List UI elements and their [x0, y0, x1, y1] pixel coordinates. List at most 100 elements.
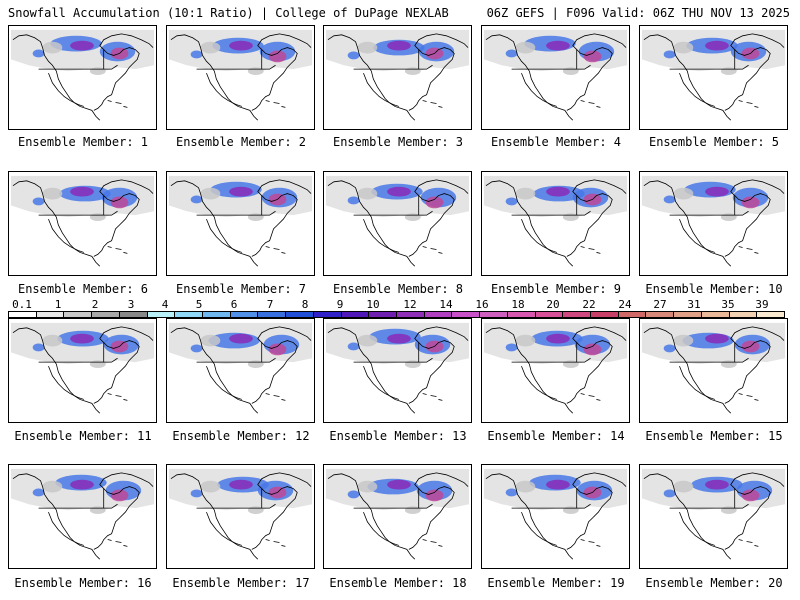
snowfall-area [705, 333, 729, 344]
legend-swatch [534, 311, 564, 318]
caribbean-islands [265, 539, 286, 547]
snowfall-area [357, 334, 378, 347]
snowfall-area [387, 333, 411, 344]
coastline [170, 179, 312, 267]
snowfall-area [583, 50, 602, 63]
mexico-coast [679, 365, 716, 400]
legend-swatch [673, 311, 702, 318]
legend-swatch [728, 311, 758, 318]
snowfall-area [720, 67, 737, 76]
coastline [327, 326, 469, 414]
snowfall-area [229, 186, 253, 197]
snowfall-area [347, 196, 360, 205]
map-panel-member-7 [166, 171, 315, 276]
map-panel-member-15 [639, 318, 788, 423]
caribbean-islands [107, 393, 128, 401]
legend-tick-label: 31 [687, 298, 701, 311]
coastline [643, 326, 785, 414]
snowfall-area [42, 41, 63, 54]
caribbean-islands [422, 246, 443, 254]
member-caption: Ensemble Member: 14 [487, 429, 625, 443]
snowfall-area [42, 480, 63, 493]
snowfall-area [673, 187, 694, 200]
snowfall-area [247, 506, 264, 515]
map-panel-member-9 [481, 171, 630, 276]
snowfall-map [483, 29, 628, 121]
legend-swatch [368, 311, 397, 318]
member-caption: Ensemble Member: 17 [172, 576, 310, 590]
coastline [485, 33, 627, 121]
snowfall-area [705, 186, 729, 197]
legend-swatch [562, 311, 591, 318]
snowfall-area [663, 344, 676, 353]
snowfall-area [720, 213, 737, 222]
legend-swatch [35, 311, 65, 318]
mexico-coast [363, 72, 400, 107]
snowfall-area [357, 187, 378, 200]
snowfall-area [546, 186, 570, 197]
caribbean-islands [738, 539, 759, 547]
caribbean-islands [738, 393, 759, 401]
us-canada-border [38, 342, 118, 363]
caribbean-islands [422, 539, 443, 547]
map-panel-member-5 [639, 25, 788, 130]
snowfall-area [247, 360, 264, 369]
snowfall-area [190, 195, 203, 204]
legend-swatch [396, 311, 425, 318]
legend-swatch [423, 311, 453, 318]
mexico-coast [363, 511, 400, 546]
legend-tick-label: 27 [653, 298, 667, 311]
mexico-coast [521, 511, 558, 546]
snowfall-area [505, 49, 518, 58]
us-canada-border [669, 488, 749, 509]
snowfall-area [70, 186, 94, 197]
snowfall-area [741, 196, 760, 209]
legend-swatch [340, 311, 370, 318]
snowfall-map [10, 322, 155, 414]
snowfall-area [562, 506, 579, 515]
snowfall-area [190, 344, 203, 353]
mexico-coast [679, 218, 716, 253]
caribbean-islands [580, 246, 601, 254]
snowfall-map [483, 175, 628, 267]
mexico-coast [48, 365, 85, 400]
snowfall-area [515, 334, 536, 347]
coastline [643, 472, 785, 560]
caribbean-islands [265, 246, 286, 254]
coastline [12, 33, 154, 121]
member-caption: Ensemble Member: 1 [17, 135, 149, 149]
map-panel-member-11 [8, 318, 157, 423]
snowfall-area [229, 479, 253, 490]
mexico-coast [521, 72, 558, 107]
legend-swatch [229, 311, 259, 318]
snowfall-area [562, 67, 579, 76]
mexico-coast [679, 72, 716, 107]
us-canada-border [353, 49, 433, 70]
snowfall-area [705, 40, 729, 51]
snowfall-map [325, 29, 470, 121]
snowfall-color-legend: 0.1 1 2 3 4 5 6 7 8 9 10 12 14 16 18 20 22 24 27 31 35 39 [8, 298, 785, 320]
legend-swatch [617, 311, 647, 318]
mexico-coast [206, 365, 243, 400]
snowfall-area [42, 334, 63, 347]
snowfall-area [425, 489, 444, 502]
snowfall-area [247, 213, 264, 222]
legend-swatch [63, 311, 93, 318]
caribbean-islands [265, 100, 286, 108]
coastline [170, 472, 312, 560]
caribbean-islands [580, 393, 601, 401]
snowfall-area [720, 360, 737, 369]
legend-swatch [174, 311, 203, 318]
snowfall-map [641, 175, 786, 267]
snowfall-area [387, 479, 411, 490]
legend-tick-label: 8 [301, 298, 309, 311]
member-caption: Ensemble Member: 19 [487, 576, 625, 590]
snowfall-area [42, 187, 63, 200]
member-caption: Ensemble Member: 15 [645, 429, 783, 443]
snowfall-area [546, 479, 570, 490]
snowfall-area [268, 50, 287, 63]
us-canada-border [353, 195, 433, 216]
snowfall-area [404, 360, 421, 369]
us-canada-border [196, 195, 276, 216]
snowfall-area [70, 479, 94, 490]
